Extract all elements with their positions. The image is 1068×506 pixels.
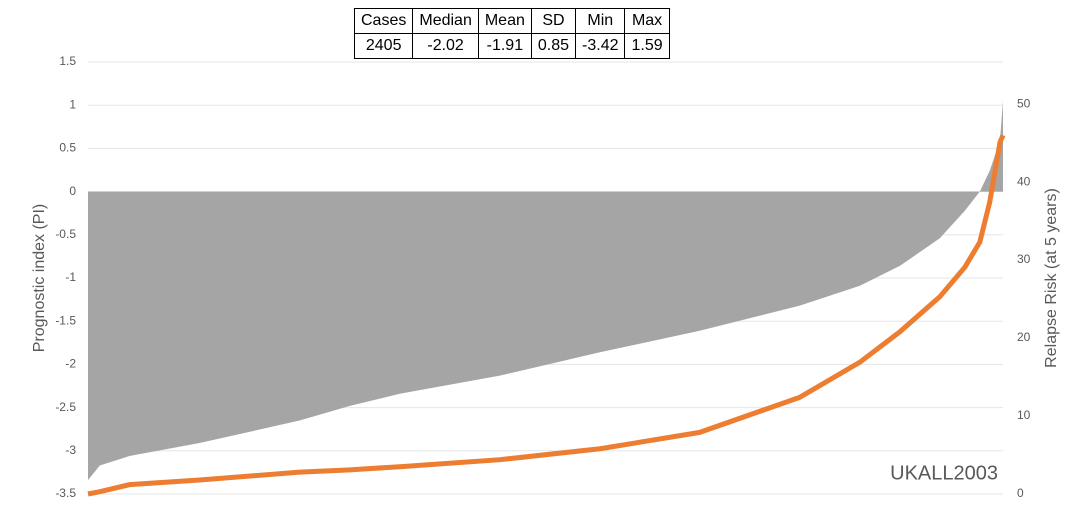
table-cell: SD <box>530 8 577 34</box>
y-tick-label: -1.5 <box>55 313 76 327</box>
y2-tick-label: 10 <box>1017 408 1031 422</box>
y-tick-label: 0.5 <box>59 141 76 155</box>
y-tick-label: -0.5 <box>55 227 76 241</box>
table-cell: Max <box>624 8 670 34</box>
table-cell: Median <box>412 8 479 34</box>
table-row: 2405 -2.02 -1.91 0.85 -3.42 1.59 <box>353 33 670 59</box>
table-cell: 1.59 <box>624 33 670 59</box>
y-tick-label: -2.5 <box>55 400 76 414</box>
table-row: Cases Median Mean SD Min Max <box>353 8 670 34</box>
y-axis-label: Prognostic index (PI) <box>31 204 48 353</box>
table-cell: Cases <box>353 8 414 34</box>
y2-tick-label: 20 <box>1017 330 1031 344</box>
y-tick-label: -3 <box>65 443 76 457</box>
table-cell: Min <box>575 8 626 34</box>
table-cell: -3.42 <box>575 33 626 59</box>
table-cell: -1.91 <box>477 33 532 59</box>
area <box>88 100 1003 481</box>
table-cell: 2405 <box>353 33 414 59</box>
y-tick-label: 1 <box>69 97 76 111</box>
y-tick-label: 1.5 <box>59 54 76 68</box>
annotation: UKALL2003 <box>890 462 998 484</box>
table-cell: 0.85 <box>530 33 577 59</box>
y2-axis-label: Relapse Risk (at 5 years) <box>1043 188 1060 368</box>
y2-tick-label: 0 <box>1017 486 1024 500</box>
stats-table: Cases Median Mean SD Min Max 2405 -2.02 -1.91 0.8… <box>353 8 670 59</box>
table-cell: -2.02 <box>412 33 479 59</box>
y2-tick-label: 40 <box>1017 174 1031 188</box>
y2-tick-label: 30 <box>1017 252 1031 266</box>
y-tick-label: -1 <box>65 270 76 284</box>
y-tick-label: 0 <box>69 184 76 198</box>
table-cell: Mean <box>477 8 532 34</box>
y-tick-label: -3.5 <box>55 486 76 500</box>
y2-tick-label: 50 <box>1017 96 1031 110</box>
line <box>87 134 1006 497</box>
y-tick-label: -2 <box>65 357 76 371</box>
